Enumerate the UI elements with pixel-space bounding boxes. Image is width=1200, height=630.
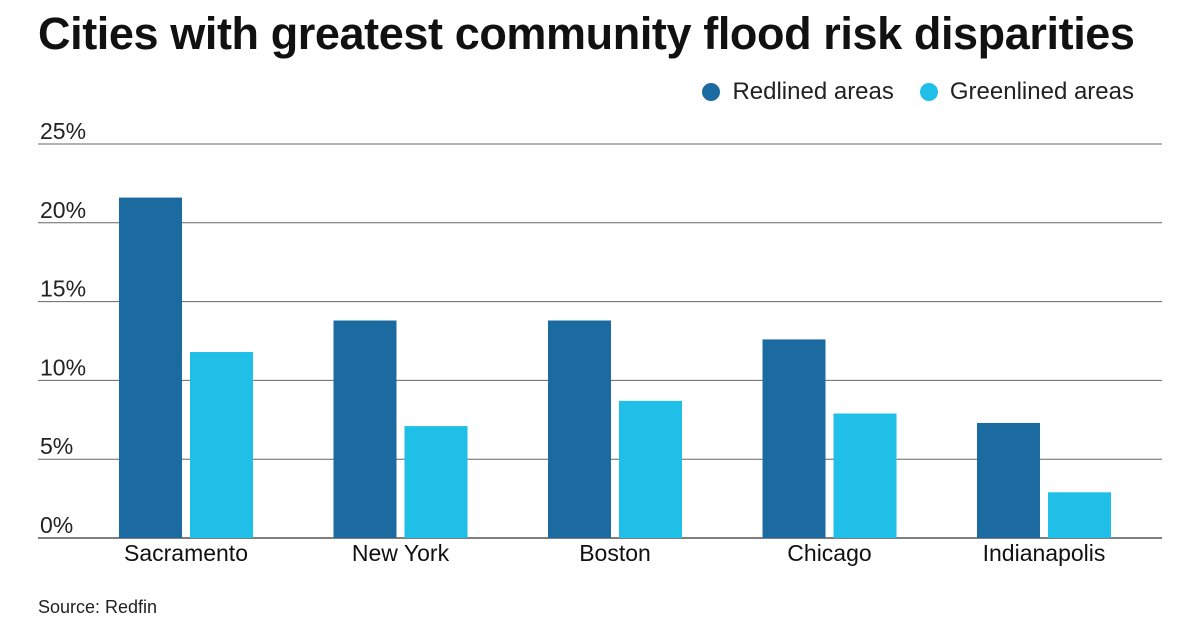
- bar-greenlined: [404, 426, 468, 538]
- chart-title: Cities with greatest community flood ris…: [38, 8, 1135, 59]
- legend-swatch-greenlined: [919, 83, 938, 101]
- legend-item-redlined: Redlined areas: [702, 78, 894, 106]
- bar-greenlined: [190, 352, 253, 538]
- legend-swatch-redlined: [702, 83, 721, 101]
- legend-item-greenlined: Greenlined areas: [919, 78, 1134, 106]
- x-category-label: Chicago: [787, 540, 871, 566]
- bar-greenlined: [833, 413, 897, 538]
- legend-label-redlined: Redlined areas: [732, 78, 894, 105]
- legend-label-greenlined: Greenlined areas: [949, 78, 1134, 105]
- y-tick-label: 15%: [40, 276, 86, 302]
- y-tick-label: 20%: [40, 197, 86, 223]
- bar-redlined: [333, 320, 397, 538]
- source-note: Source: Redfin: [38, 597, 158, 617]
- x-category-label: Boston: [579, 540, 651, 566]
- x-category-label: Indianapolis: [983, 540, 1106, 566]
- bar-greenlined: [1048, 492, 1111, 538]
- bar-greenlined: [619, 400, 682, 538]
- bar-redlined: [548, 320, 611, 538]
- x-category-label: New York: [352, 540, 450, 566]
- y-tick-label: 0%: [40, 512, 73, 538]
- chart-legend: Redlined areas Greenlined areas: [676, 78, 1134, 106]
- y-tick-label: 10%: [40, 354, 86, 380]
- y-tick-label: 5%: [40, 433, 73, 459]
- y-tick-label: 25%: [40, 118, 86, 144]
- bar-redlined: [977, 422, 1040, 538]
- bar-redlined: [762, 339, 826, 538]
- bar-redlined: [119, 197, 182, 539]
- x-category-label: Sacramento: [124, 540, 248, 566]
